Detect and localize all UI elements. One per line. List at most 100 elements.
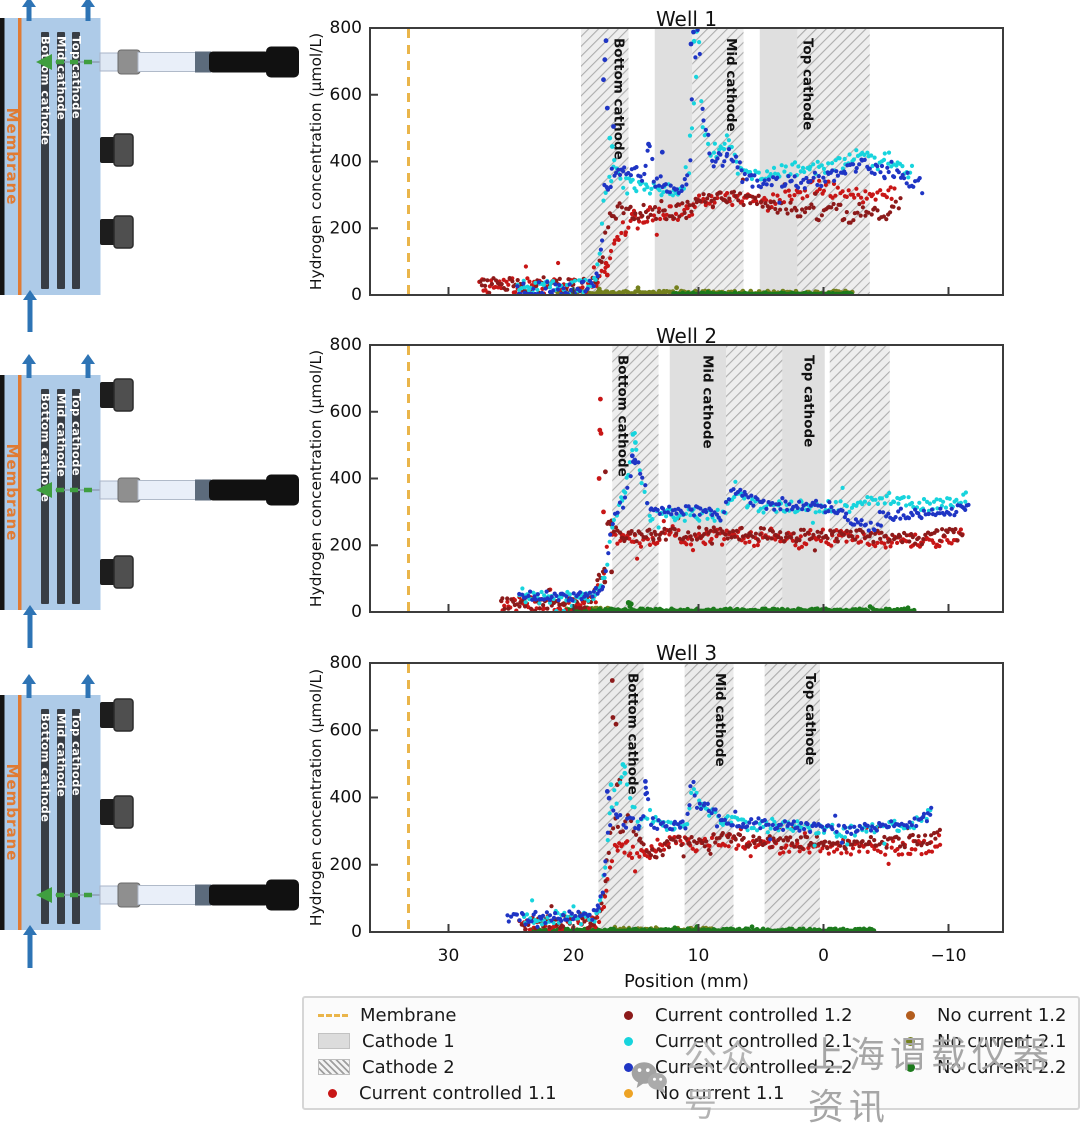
series-current-controlled-2-2: [505, 779, 934, 929]
membrane-label: Membrane: [3, 444, 21, 542]
y-tick-label: 200: [330, 855, 362, 875]
y-axis-label: Hydrogen concentration (μmol/L): [307, 33, 325, 290]
cathode-bar-label: Bottom cathode: [39, 36, 53, 145]
side-port: [100, 133, 134, 167]
y-tick-label: 800: [330, 653, 362, 673]
flow-arrow-up: [23, 605, 37, 648]
cell-left-wall: [0, 695, 5, 930]
y-tick-label: 400: [330, 788, 362, 808]
x-tick-label: 0: [818, 946, 829, 966]
cathode-region-label: Bottom cathode: [614, 355, 630, 477]
legend-label: No current 2.2: [937, 1056, 1067, 1078]
y-tick-label: 0: [351, 922, 362, 942]
cathode-bands: [581, 28, 870, 295]
y-tick-label: 200: [330, 535, 362, 555]
cell-left-wall: [0, 375, 5, 610]
series-current-controlled-1-1: [477, 178, 897, 295]
cathode-bar: [57, 709, 65, 924]
flow-arrow-up: [22, 674, 36, 698]
cathode-bands: [612, 345, 890, 612]
measurement-direction-arrow: [36, 482, 92, 498]
measurement-direction-arrow: [36, 54, 92, 70]
cathode-region-label: Top cathode: [801, 355, 817, 447]
cathode-2-band: [829, 345, 890, 612]
x-tick-label: 30: [438, 946, 460, 966]
flow-arrow-up: [23, 290, 37, 332]
legend-item-current-controlled-1-1: Current controlled 1.1: [318, 1080, 557, 1106]
series-dot-swatch: [906, 1010, 915, 1020]
scatter-series-group: [499, 396, 971, 612]
cathode-region-label: Mid cathode: [699, 355, 715, 449]
cathode-2-band: [598, 663, 644, 932]
y-axis-label: Hydrogen concentration (μmol/L): [307, 669, 325, 926]
cathode-2-band: [797, 28, 870, 295]
y-tick-label: 800: [330, 18, 362, 38]
legend-item-current-controlled-1-2: Current controlled 1.2: [614, 1002, 853, 1028]
cathode-bar-label: Top cathode: [70, 36, 84, 119]
flow-arrow-up: [23, 925, 37, 968]
cathode-bar-label: Top cathode: [70, 393, 84, 476]
series-current-controlled-2-2: [517, 453, 971, 603]
side-port: [100, 215, 134, 249]
well-1-schematic: Membrane Bottom cathode Mid cathode Top cat…: [0, 0, 299, 332]
y-tick-label: 400: [330, 469, 362, 489]
membrane-label: Membrane: [3, 764, 21, 862]
y-tick-label: 200: [330, 218, 362, 238]
series-dot-swatch: [624, 1010, 633, 1020]
cathode-2-band: [764, 663, 820, 932]
legend-label: No current 2.1: [937, 1030, 1067, 1052]
cathode-region-label: Mid cathode: [723, 38, 739, 132]
cathode1-patch-swatch: [318, 1033, 350, 1049]
y-tick-label: 600: [330, 85, 362, 105]
membrane-line: [18, 18, 22, 295]
series-dot-swatch: [906, 1062, 915, 1072]
well-3-chart: Well 3 Bottom cathode Mid cathode Top catho…: [307, 641, 1004, 992]
cathode-2-band: [581, 28, 629, 295]
series-current-controlled-1-2: [478, 177, 903, 295]
flow-arrow-up: [81, 354, 95, 378]
legend-label: Membrane: [360, 1004, 457, 1026]
legend-label: Current controlled 2.1: [655, 1030, 853, 1052]
y-axis-label: Hydrogen concentration (μmol/L): [307, 350, 325, 607]
cathode-bar: [72, 389, 80, 604]
flow-arrow-up: [81, 674, 95, 698]
series-dot-swatch: [624, 1088, 633, 1098]
cathode-bar: [72, 32, 80, 289]
legend-item-membrane: Membrane: [318, 1002, 557, 1028]
cathode-bar-label: Bottom cathode: [39, 713, 53, 822]
cathode-bar: [41, 32, 49, 289]
cathode-region-label: Bottom cathode: [624, 673, 640, 795]
legend-item-cathode-1: Cathode 1: [318, 1028, 557, 1054]
legend-item-no-current-1-1: No current 1.1: [614, 1080, 853, 1106]
cathode-2-band: [684, 663, 734, 932]
scatter-series-group: [505, 678, 943, 932]
legend-column-3: No current 1.2 No current 2.1 No current 2…: [896, 1002, 1066, 1080]
well-3-schematic: Membrane Bottom cathode Mid cathode Top cat…: [0, 674, 299, 968]
series-dot-swatch: [906, 1036, 915, 1046]
cathode-bar-label: Top cathode: [70, 713, 84, 796]
cathode-1-band: [669, 345, 726, 612]
membrane-line: [18, 695, 22, 930]
y-tick-label: 800: [330, 335, 362, 355]
y-tick-label: 600: [330, 402, 362, 422]
cathode-region-label: Top cathode: [802, 673, 818, 765]
cathode-bar-label: Mid cathode: [55, 713, 69, 797]
flow-arrow-up: [81, 0, 95, 21]
side-port: [100, 698, 134, 732]
x-tick-label: 10: [688, 946, 710, 966]
x-axis-label: Position (mm): [624, 971, 749, 992]
cathode-bar-label: Mid cathode: [55, 36, 69, 120]
series-current-controlled-2-2: [515, 28, 925, 295]
series-current-controlled-1-2: [499, 469, 965, 612]
cathode-bar-label: Mid cathode: [55, 393, 69, 477]
cathode-1-band: [654, 28, 693, 295]
hydrogen-sensor-probe: [55, 474, 299, 506]
membrane-line: [18, 375, 22, 610]
series-no-current-2-2: [528, 924, 877, 932]
side-port: [100, 555, 134, 589]
legend-label: No current 1.1: [655, 1082, 785, 1104]
flow-arrow-up: [22, 354, 36, 378]
